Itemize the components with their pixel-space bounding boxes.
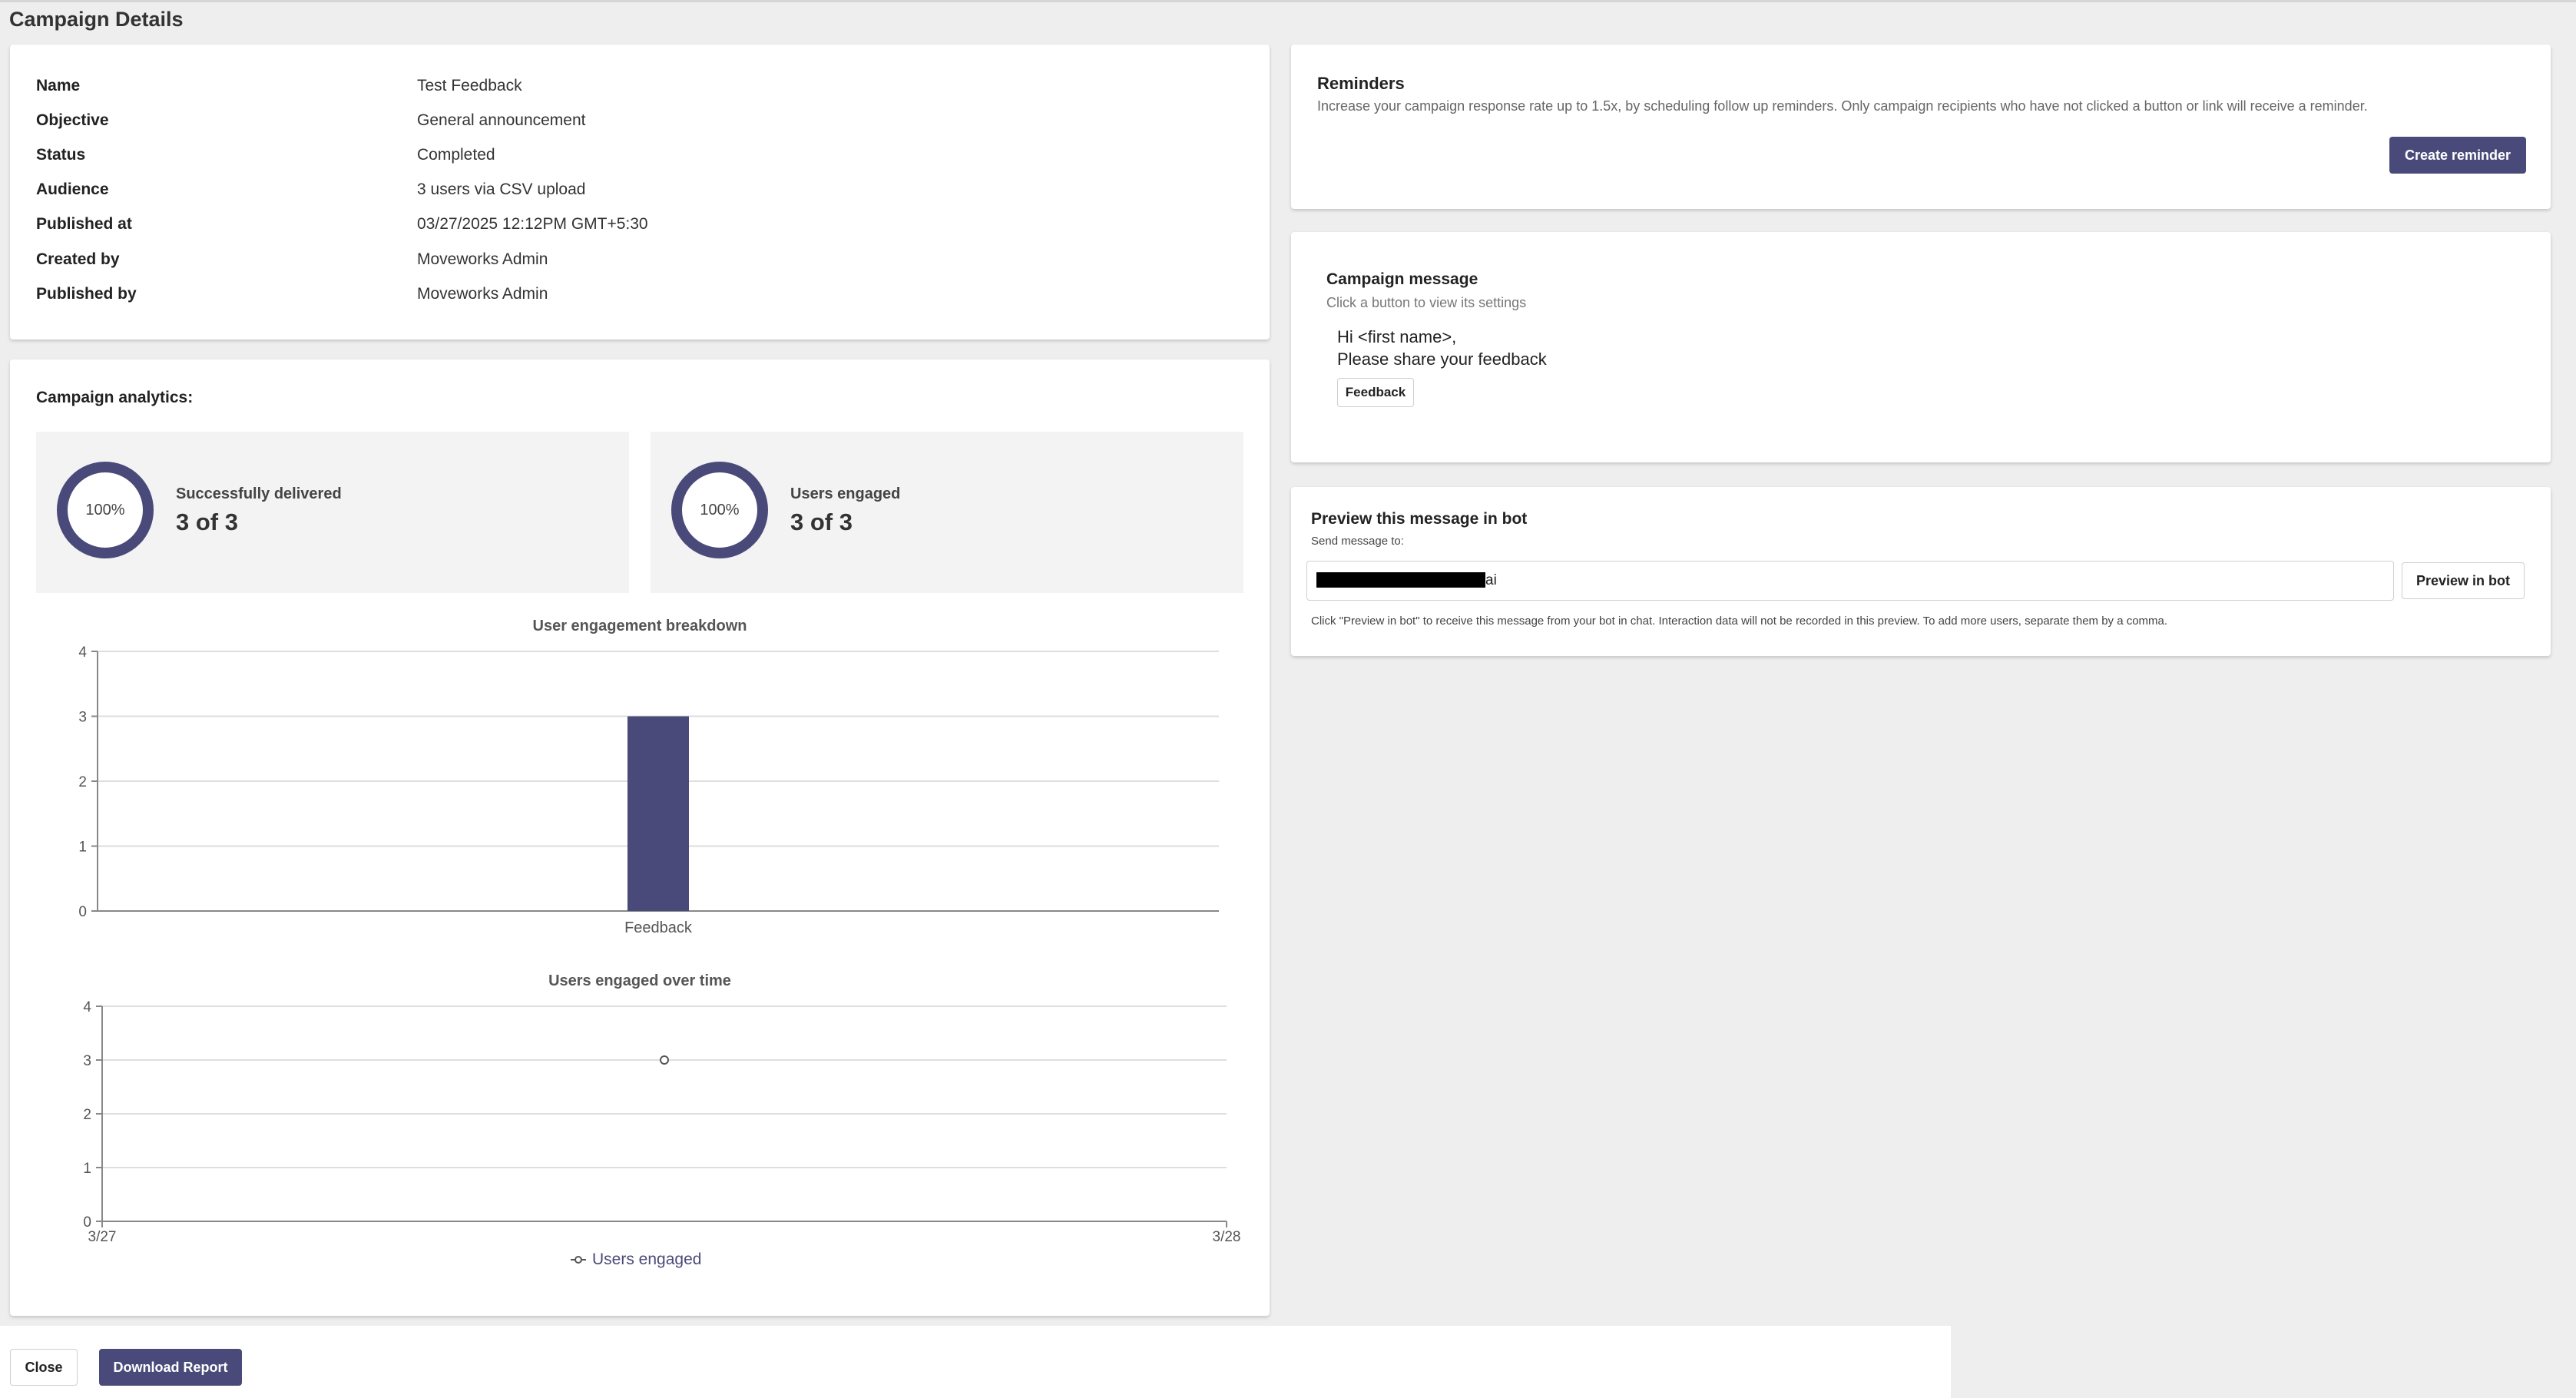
reminders-description: Increase your campaign response rate up … [1317,98,2368,114]
engagement-line-chart: 0 1 2 3 4 3/27 3/28 Users engaged [83,999,1241,1268]
create-reminder-button[interactable]: Create reminder [2389,137,2526,174]
preview-card: Preview this message in bot Send message… [1291,487,2551,656]
detail-value: Moveworks Admin [417,250,548,268]
data-point [660,1055,669,1065]
campaign-details-card: Name Test Feedback Objective General ann… [10,45,1270,340]
detail-label: Published by [36,285,137,303]
preview-in-bot-button[interactable]: Preview in bot [2402,562,2525,599]
stat-value: 3 of 3 [790,509,853,535]
x-tick-label: Feedback [624,919,693,936]
detail-label: Objective [36,111,109,129]
detail-value: 3 users via CSV upload [417,181,586,198]
engagement-bar-chart: 0 1 2 3 4 Feedback [78,644,1219,936]
detail-value: General announcement [417,111,586,129]
engaged-progress-ring: 100% [670,461,769,559]
campaign-analytics-card: Campaign analytics: 100% Successfully de… [10,359,1270,1316]
detail-value: 03/27/2025 12:12PM GMT+5:30 [417,215,648,233]
send-to-label: Send message to: [1311,535,1404,548]
y-tick-label: 1 [78,840,87,856]
preview-title: Preview this message in bot [1311,510,1528,528]
y-tick-label: 4 [78,644,87,661]
detail-value: Completed [417,146,495,164]
feedback-button[interactable]: Feedback [1337,378,1414,407]
page-title: Campaign Details [9,8,184,31]
campaign-message-card: Campaign message Click a button to view … [1291,232,2551,462]
x-tick-label: 3/28 [1213,1229,1241,1245]
x-tick-label: 3/27 [88,1229,117,1245]
detail-label: Audience [36,181,109,198]
campaign-message-title: Campaign message [1326,270,1478,288]
redaction-bar [1316,572,1485,588]
bar-feedback [627,716,689,911]
delivered-progress-ring: 100% [56,461,154,559]
legend-marker [574,1256,582,1264]
stat-delivered: 100% Successfully delivered 3 of 3 [36,432,629,593]
y-tick-label: 0 [83,1214,91,1231]
message-greeting: Hi <first name>, [1337,327,1457,346]
y-tick-label: 0 [78,904,87,920]
line-chart-title: Users engaged over time [548,972,731,989]
message-body: Please share your feedback [1337,350,1547,369]
stat-value: 3 of 3 [176,509,238,535]
reminders-card: Reminders Increase your campaign respons… [1291,45,2551,209]
recipient-input-value: ai [1485,572,1497,588]
stat-label: Successfully delivered [176,485,342,502]
detail-value: Moveworks Admin [417,285,548,303]
stat-label: Users engaged [790,485,901,502]
detail-label: Name [36,77,81,94]
background-fill [1951,1326,2576,1398]
y-tick-label: 3 [83,1053,91,1069]
reminders-title: Reminders [1317,74,1405,93]
detail-label: Status [36,146,86,164]
campaign-message-subtitle: Click a button to view its settings [1326,295,1527,310]
y-tick-label: 4 [83,999,91,1015]
y-tick-label: 1 [83,1161,91,1177]
legend-label: Users engaged [592,1251,701,1268]
bar-chart-title: User engagement breakdown [532,618,747,634]
y-tick-label: 3 [78,710,87,726]
detail-label: Created by [36,250,120,268]
delivered-percent: 100% [85,502,125,518]
detail-value: Test Feedback [417,77,522,94]
engaged-percent: 100% [700,502,740,518]
analytics-title: Campaign analytics: [36,389,194,406]
detail-label: Published at [36,215,132,233]
download-report-button[interactable]: Download Report [99,1349,242,1386]
stat-engaged: 100% Users engaged 3 of 3 [651,432,1243,593]
bottom-action-bar: Close Download Report [0,1326,1951,1398]
top-border [0,0,2576,2]
close-button[interactable]: Close [10,1349,78,1386]
y-tick-label: 2 [78,774,87,790]
recipient-input[interactable]: ai [1306,561,2394,601]
y-tick-label: 2 [83,1107,91,1123]
preview-hint: Click "Preview in bot" to receive this m… [1311,615,2168,628]
